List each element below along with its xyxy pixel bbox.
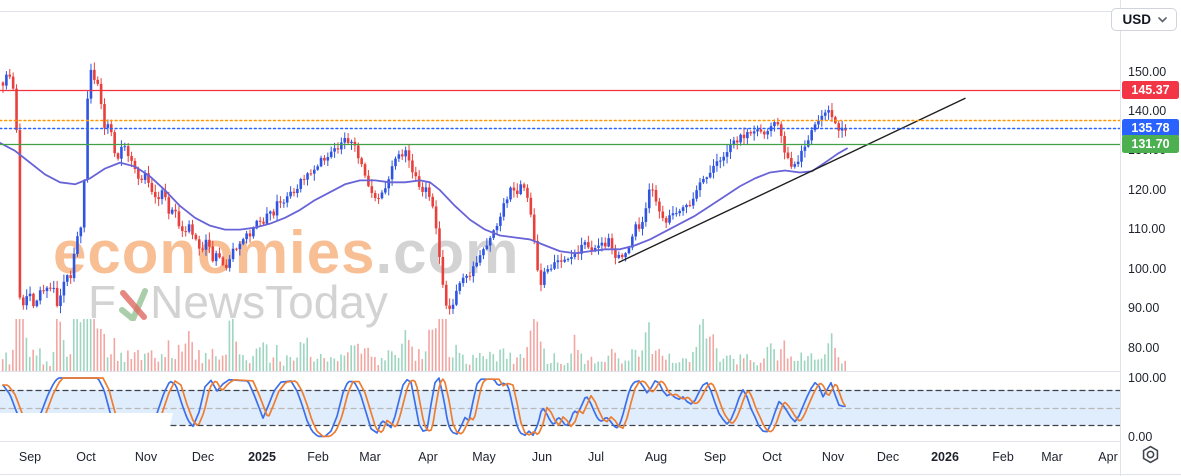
currency-label: USD <box>1122 12 1151 27</box>
gear-icon <box>1140 444 1161 465</box>
chevron-down-icon <box>1158 16 1167 23</box>
currency-selector-button[interactable]: USD <box>1111 8 1177 31</box>
settings-button[interactable] <box>1138 444 1162 468</box>
